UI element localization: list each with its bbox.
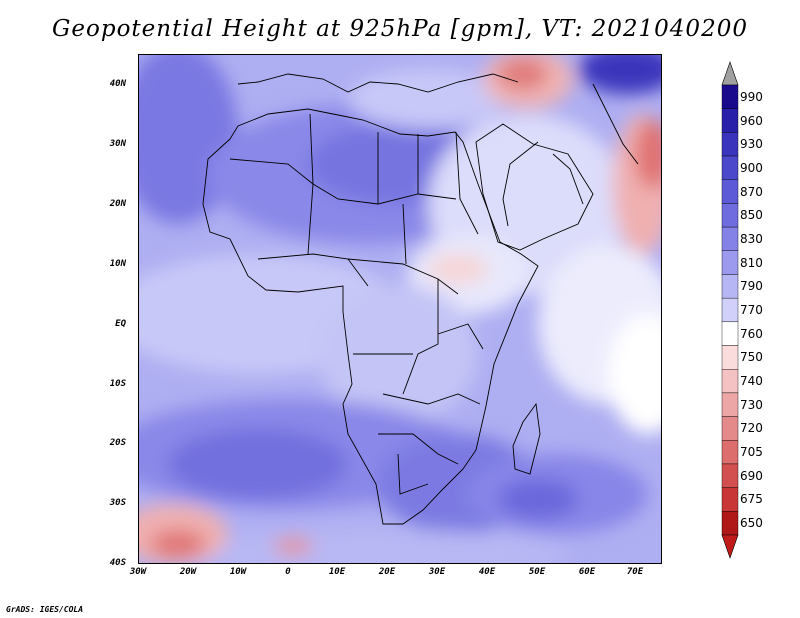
- colorbar-swatch: [721, 392, 739, 417]
- colorbar-bottom-arrow: [721, 534, 739, 559]
- x-tick-label: 50E: [528, 567, 546, 577]
- y-tick-label: 40S: [109, 558, 126, 568]
- y-tick-label: 20N: [109, 199, 126, 209]
- y-tick-label: 30N: [109, 139, 126, 149]
- colorbar-label: 870: [740, 184, 763, 199]
- colorbar-label: 930: [740, 137, 763, 152]
- colorbar: [720, 60, 800, 560]
- colorbar-label: 830: [740, 231, 763, 246]
- colorbar-label: 770: [740, 303, 763, 317]
- x-tick-label: 30E: [428, 567, 446, 577]
- x-tick-label: 20W: [179, 567, 197, 577]
- map-plot-area: [138, 54, 662, 564]
- colorbar-label: 810: [740, 255, 763, 270]
- y-tick-label: 30S: [109, 498, 126, 508]
- y-tick-label: 10S: [109, 379, 126, 389]
- geopotential-map: [138, 54, 662, 564]
- colorbar-label: 705: [740, 445, 763, 460]
- colorbar-swatch: [721, 179, 739, 204]
- x-tick-label: 60E: [578, 567, 596, 577]
- colorbar-label: 740: [740, 374, 763, 389]
- colorbar-swatch: [721, 108, 739, 133]
- x-tick-label: 70E: [626, 567, 644, 577]
- colorbar-swatch: [721, 463, 739, 488]
- colorbar-swatch: [721, 440, 739, 465]
- colorbar-swatch: [721, 250, 739, 275]
- x-tick-label: 10E: [328, 567, 346, 577]
- colorbar-swatch: [721, 297, 739, 323]
- chart-title: Geopotential Height at 925hPa [gpm], VT:…: [52, 16, 748, 42]
- colorbar-label: 690: [740, 468, 763, 483]
- footer-credit: GrADS: IGES/COLA: [6, 605, 84, 614]
- x-tick-label: 20E: [378, 567, 396, 577]
- colorbar-label: 760: [740, 326, 763, 341]
- colorbar-swatch: [721, 321, 739, 346]
- colorbar-label: 850: [740, 208, 763, 223]
- colorbar-label: 790: [740, 279, 763, 294]
- y-tick-label: 20S: [109, 438, 126, 448]
- colorbar-label: 990: [740, 89, 763, 104]
- colorbar-swatch: [721, 345, 739, 370]
- coastlines-borders: [202, 73, 639, 525]
- colorbar-swatch: [721, 416, 739, 441]
- y-tick-label: 10N: [109, 259, 126, 269]
- x-tick-label: 0: [285, 567, 291, 577]
- colorbar-label: 960: [740, 113, 763, 128]
- colorbar-label: 900: [740, 160, 763, 175]
- colorbar-swatch: [721, 511, 739, 536]
- colorbar-swatches: [721, 61, 739, 559]
- colorbar-swatch: [721, 369, 739, 394]
- x-tick-label: 10W: [229, 567, 247, 577]
- y-tick-label: EQ: [115, 319, 126, 329]
- colorbar-top-arrow: [721, 61, 739, 86]
- colorbar-swatch: [721, 487, 739, 512]
- colorbar-swatch: [721, 155, 739, 180]
- x-tick-label: 40E: [478, 567, 496, 577]
- colorbar-swatch: [721, 132, 739, 157]
- colorbar-label: 720: [740, 421, 763, 436]
- colorbar-swatch: [721, 84, 739, 109]
- colorbar-label: 730: [740, 397, 763, 412]
- colorbar-swatch: [721, 226, 739, 251]
- colorbar-label: 675: [740, 492, 763, 507]
- x-tick-label: 30W: [129, 567, 147, 577]
- colorbar-label: 650: [740, 516, 763, 531]
- height-field: [138, 54, 662, 564]
- y-tick-label: 40N: [109, 79, 126, 89]
- colorbar-swatch: [721, 274, 739, 299]
- colorbar-label: 750: [740, 350, 763, 365]
- colorbar-swatch: [721, 203, 739, 228]
